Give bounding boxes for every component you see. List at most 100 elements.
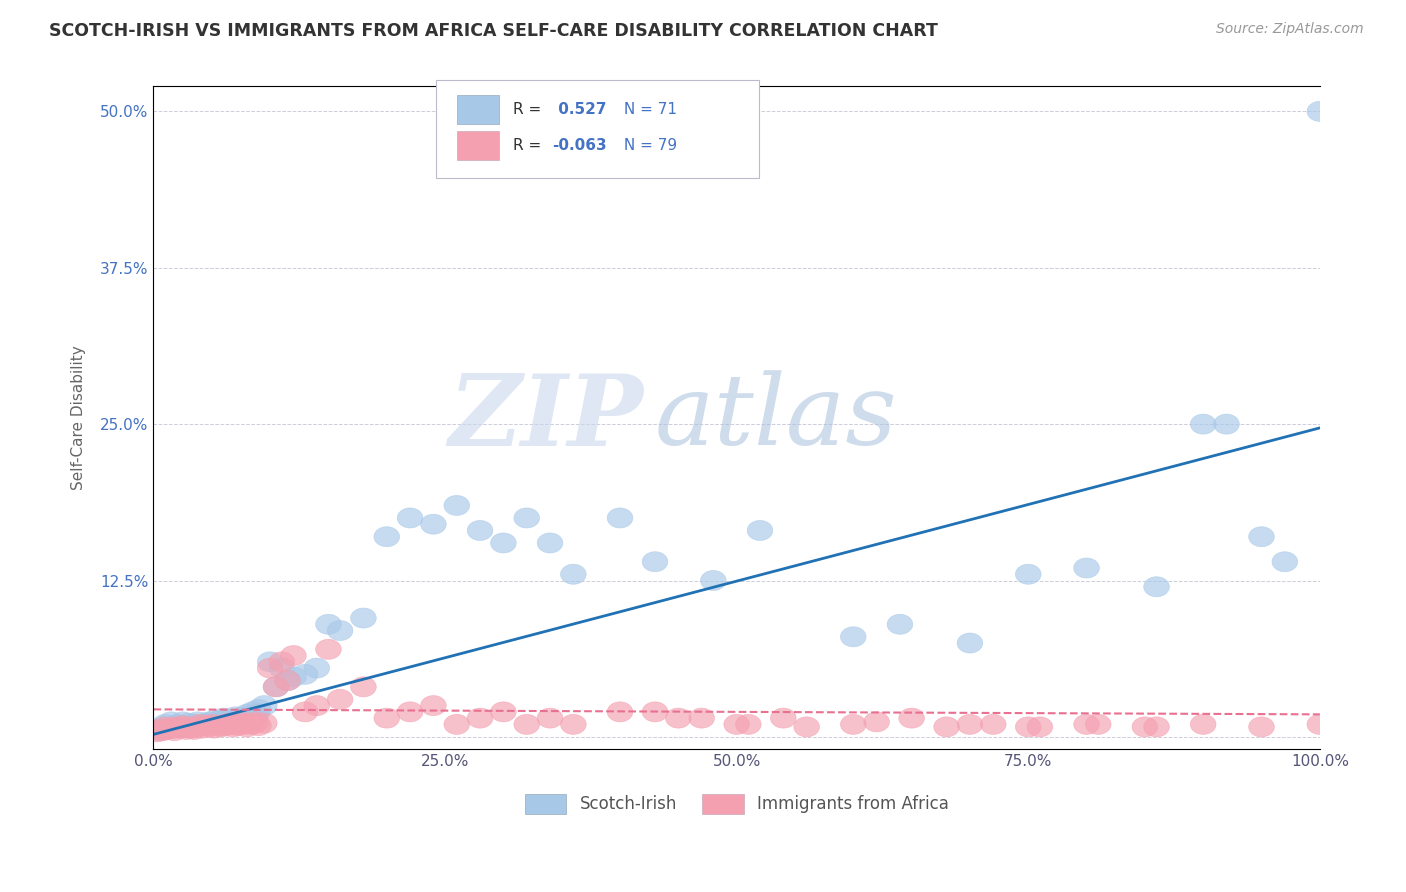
Ellipse shape xyxy=(1015,717,1040,737)
Ellipse shape xyxy=(240,714,266,734)
Ellipse shape xyxy=(233,705,260,724)
Ellipse shape xyxy=(467,520,494,541)
Ellipse shape xyxy=(350,677,377,697)
Ellipse shape xyxy=(187,714,212,734)
Text: Source: ZipAtlas.com: Source: ZipAtlas.com xyxy=(1216,22,1364,37)
Ellipse shape xyxy=(205,715,231,736)
Ellipse shape xyxy=(205,712,231,731)
Ellipse shape xyxy=(179,718,204,739)
Ellipse shape xyxy=(252,713,277,733)
Y-axis label: Self-Care Disability: Self-Care Disability xyxy=(72,345,86,491)
Ellipse shape xyxy=(537,708,562,728)
Ellipse shape xyxy=(200,714,225,734)
Ellipse shape xyxy=(197,712,222,731)
Ellipse shape xyxy=(689,708,714,728)
Ellipse shape xyxy=(1026,717,1053,737)
Ellipse shape xyxy=(770,708,796,728)
Ellipse shape xyxy=(328,621,353,640)
Ellipse shape xyxy=(157,717,184,737)
Ellipse shape xyxy=(232,706,257,727)
Ellipse shape xyxy=(513,714,540,734)
Ellipse shape xyxy=(700,571,725,591)
Ellipse shape xyxy=(898,708,924,728)
Ellipse shape xyxy=(1143,577,1170,597)
Ellipse shape xyxy=(374,708,399,728)
Ellipse shape xyxy=(186,717,211,737)
Ellipse shape xyxy=(240,702,266,722)
Text: atlas: atlas xyxy=(655,370,898,466)
Ellipse shape xyxy=(292,665,318,684)
Ellipse shape xyxy=(187,714,212,734)
Ellipse shape xyxy=(150,721,176,740)
Ellipse shape xyxy=(607,702,633,722)
Ellipse shape xyxy=(957,633,983,653)
Ellipse shape xyxy=(1132,717,1157,737)
Ellipse shape xyxy=(269,658,295,678)
Ellipse shape xyxy=(236,713,262,733)
Ellipse shape xyxy=(257,658,283,678)
Ellipse shape xyxy=(304,658,329,678)
Ellipse shape xyxy=(747,520,773,541)
Ellipse shape xyxy=(225,715,250,736)
Ellipse shape xyxy=(724,714,749,734)
Ellipse shape xyxy=(374,526,399,547)
Ellipse shape xyxy=(157,712,184,731)
Ellipse shape xyxy=(173,719,200,739)
Ellipse shape xyxy=(225,709,250,730)
Ellipse shape xyxy=(444,495,470,516)
Ellipse shape xyxy=(212,715,239,736)
Ellipse shape xyxy=(186,712,211,731)
Ellipse shape xyxy=(155,719,180,739)
Ellipse shape xyxy=(1191,714,1216,734)
Text: N = 79: N = 79 xyxy=(619,138,676,153)
Ellipse shape xyxy=(162,718,187,739)
Ellipse shape xyxy=(150,717,176,737)
Ellipse shape xyxy=(211,714,236,734)
Ellipse shape xyxy=(246,699,271,719)
Ellipse shape xyxy=(1249,526,1274,547)
Ellipse shape xyxy=(190,718,215,739)
Ellipse shape xyxy=(315,615,342,634)
Ellipse shape xyxy=(467,708,494,728)
Ellipse shape xyxy=(269,652,295,672)
Ellipse shape xyxy=(162,721,187,740)
Ellipse shape xyxy=(201,711,226,731)
Ellipse shape xyxy=(292,702,318,722)
Ellipse shape xyxy=(665,708,692,728)
Ellipse shape xyxy=(152,717,179,737)
Ellipse shape xyxy=(257,652,283,672)
Ellipse shape xyxy=(165,717,190,737)
Ellipse shape xyxy=(201,718,226,739)
Ellipse shape xyxy=(1074,558,1099,578)
Ellipse shape xyxy=(794,717,820,737)
Ellipse shape xyxy=(228,712,254,731)
Ellipse shape xyxy=(491,533,516,553)
Ellipse shape xyxy=(146,721,172,740)
Ellipse shape xyxy=(1015,565,1040,584)
Ellipse shape xyxy=(607,508,633,528)
Ellipse shape xyxy=(166,715,193,736)
Ellipse shape xyxy=(217,713,242,733)
Legend: Scotch-Irish, Immigrants from Africa: Scotch-Irish, Immigrants from Africa xyxy=(517,787,956,821)
Ellipse shape xyxy=(1272,552,1298,572)
Ellipse shape xyxy=(219,711,246,731)
Ellipse shape xyxy=(236,706,262,727)
Ellipse shape xyxy=(170,712,195,731)
Ellipse shape xyxy=(980,714,1007,734)
Text: SCOTCH-IRISH VS IMMIGRANTS FROM AFRICA SELF-CARE DISABILITY CORRELATION CHART: SCOTCH-IRISH VS IMMIGRANTS FROM AFRICA S… xyxy=(49,22,938,40)
Ellipse shape xyxy=(841,627,866,647)
Ellipse shape xyxy=(1249,717,1274,737)
Ellipse shape xyxy=(420,514,446,534)
Ellipse shape xyxy=(208,717,233,737)
Text: -0.063: -0.063 xyxy=(553,138,607,153)
Ellipse shape xyxy=(281,667,307,687)
Ellipse shape xyxy=(1308,714,1333,734)
Text: ZIP: ZIP xyxy=(449,369,644,467)
Ellipse shape xyxy=(222,706,247,727)
Ellipse shape xyxy=(274,671,301,690)
Text: R =: R = xyxy=(513,138,547,153)
Ellipse shape xyxy=(304,696,329,715)
Ellipse shape xyxy=(219,717,246,737)
Ellipse shape xyxy=(537,533,562,553)
Ellipse shape xyxy=(232,714,257,734)
